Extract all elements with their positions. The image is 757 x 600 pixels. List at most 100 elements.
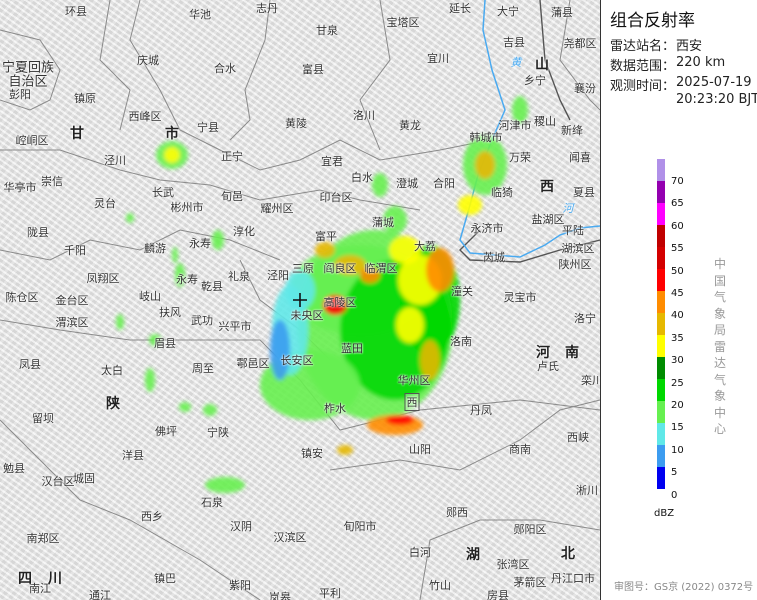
province-label: 湖 (466, 547, 480, 563)
legend-swatch (657, 423, 665, 445)
radar-echo (315, 242, 335, 258)
place-label: 襄汾 (574, 82, 596, 95)
radar-echo (372, 173, 388, 197)
place-label: 城固 (73, 472, 95, 485)
place-label: 韩城市 (469, 131, 503, 144)
legend-tick: 20 (671, 400, 684, 411)
place-label: 平陆 (562, 224, 584, 237)
place-label: 眉县 (154, 337, 176, 350)
region-label: 自治区 (8, 74, 48, 90)
province-label: 河 (562, 202, 574, 215)
place-label: 卢氏 (537, 360, 559, 373)
place-label: 崆峒区 (15, 134, 49, 147)
city-label-xi: 西 (404, 393, 420, 411)
place-label: 永济市 (470, 222, 504, 235)
place-label: 汉滨区 (273, 531, 307, 544)
radar-echo (458, 195, 482, 215)
legend-swatch (657, 225, 665, 247)
legend-swatch (657, 379, 665, 401)
place-label: 西峡 (567, 431, 589, 444)
time-label: 观测时间： (610, 79, 676, 94)
legend-tick: 65 (671, 198, 684, 210)
province-label: 四 (18, 571, 32, 587)
radar-echo (323, 295, 347, 315)
place-label: 夏县 (573, 186, 595, 199)
legend-tick: 30 (671, 355, 684, 367)
place-label: 临渭区 (364, 262, 398, 275)
legend-swatch (657, 203, 665, 225)
province-label: 山 (535, 57, 549, 73)
admin-boundary (0, 149, 421, 211)
place-label: 耀州区 (260, 202, 294, 215)
place-label: 茅箭区 (513, 576, 547, 589)
place-label: 新绛 (561, 124, 583, 137)
range-label: 数据范围： (610, 59, 676, 74)
province-label: 西 (540, 179, 554, 195)
place-label: 富县 (302, 63, 324, 76)
place-label: 彬州市 (170, 201, 204, 214)
place-label: 通江 (89, 589, 111, 600)
place-label: 留坝 (32, 412, 54, 425)
place-label: 蒲城 (372, 216, 394, 229)
time-row: 观测时间： 2025-07-19 (610, 75, 752, 94)
place-label: 乾县 (201, 280, 223, 293)
place-label: 旬邑 (221, 190, 243, 203)
place-label: 万荣 (509, 151, 531, 164)
place-label: 礼泉 (228, 270, 250, 283)
radar-echo (116, 314, 124, 330)
radar-map[interactable]: 环县 华池 志丹 延长 大宁 蒲县 甘泉 宝塔区 庆城 合水 吉县 尧都区 富县 宜川 彭阳 镇原 乡宁 襄汾 西峰… (0, 0, 601, 600)
legend-tick: 15 (671, 422, 684, 434)
place-label: 庆城 (137, 54, 159, 67)
admin-boundary (419, 519, 600, 600)
province-boundary (539, 0, 571, 121)
place-label: 蒲县 (551, 6, 573, 19)
place-label: 山阳 (409, 443, 431, 456)
place-label: 宝塔区 (386, 16, 420, 29)
legend-unit: dBZ (654, 508, 675, 519)
range-row: 数据范围： 220 km (610, 55, 725, 74)
credit-text: 中国气象局雷达气象中心 (713, 257, 726, 436)
place-label: 湖滨区 (561, 242, 595, 255)
place-label: 商南 (509, 443, 531, 456)
radar-echo (337, 445, 353, 455)
legend-swatch (657, 445, 665, 467)
place-label: 扶风 (159, 306, 181, 319)
legend-tick: 10 (671, 444, 684, 456)
admin-boundary (0, 229, 281, 261)
legend-tick: 60 (671, 220, 684, 232)
place-label: 勉县 (3, 462, 25, 475)
place-label: 栾川 (581, 374, 601, 387)
legend-swatch (657, 401, 665, 423)
place-label: 汉台区 (41, 475, 75, 488)
radar-echo (396, 307, 424, 343)
radar-echo (145, 368, 155, 392)
legend-swatch (657, 335, 665, 357)
admin-boundary (559, 0, 600, 111)
legend-swatch (657, 159, 665, 181)
place-label: 印台区 (319, 191, 353, 204)
place-label: 淳化 (233, 225, 255, 238)
place-label: 澄城 (396, 177, 418, 190)
place-label: 未央区 (290, 309, 324, 322)
place-label: 宁县 (197, 121, 219, 134)
place-label: 岐山 (139, 290, 161, 303)
admin-boundary (0, 419, 261, 600)
radar-echo-layer (116, 96, 528, 493)
province-label: 南 (565, 345, 579, 361)
place-label: 白河 (409, 546, 431, 559)
place-label: 丹凤 (470, 404, 492, 417)
place-label: 佛坪 (155, 425, 177, 438)
admin-boundary (129, 0, 491, 171)
place-label: 盐湖区 (531, 213, 565, 226)
place-label: 临猗 (491, 186, 513, 199)
yellow-river (459, 0, 600, 258)
place-label: 西峰区 (128, 110, 162, 123)
radar-echo (203, 404, 217, 416)
place-label: 凤县 (19, 358, 41, 371)
place-label: 金台区 (55, 294, 89, 307)
legend-tick: 70 (671, 176, 684, 187)
place-label: 鄠邑区 (236, 357, 270, 370)
place-label: 宜川 (427, 52, 449, 65)
place-label: 渭滨区 (55, 316, 89, 329)
radar-echo (179, 402, 191, 412)
